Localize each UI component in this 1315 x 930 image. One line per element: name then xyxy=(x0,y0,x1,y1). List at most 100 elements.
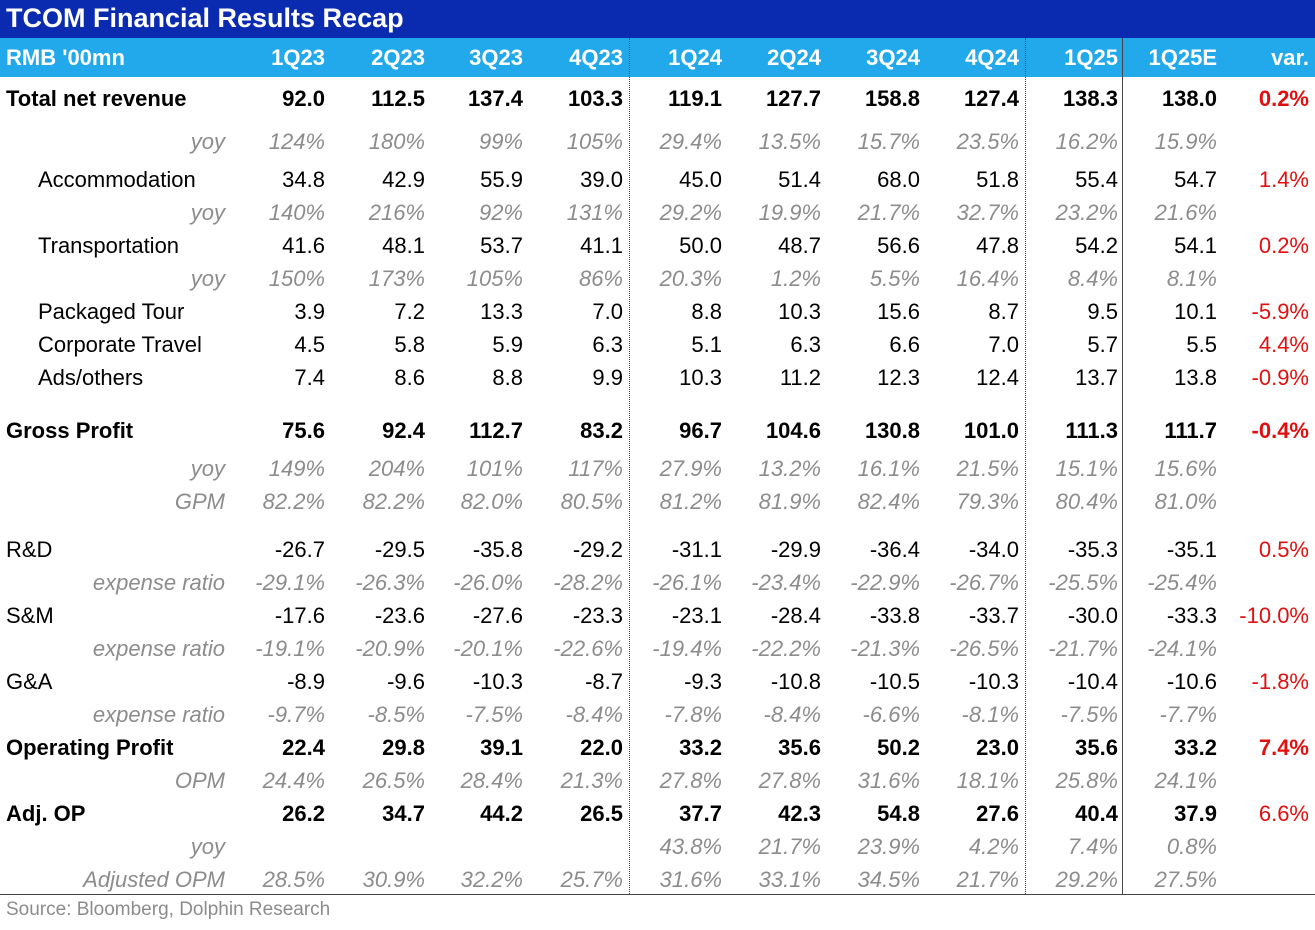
value-cell: 23.5% xyxy=(956,129,1019,154)
value-cell: 82.0% xyxy=(460,489,523,514)
value-cell: 27.5% xyxy=(1154,867,1217,892)
value-cell: 43.8% xyxy=(659,834,722,859)
var-header: var. xyxy=(1271,45,1309,70)
value-cell: 119.1 xyxy=(668,86,722,111)
value-cell: 23.0 xyxy=(976,735,1019,760)
row-label: Total net revenue xyxy=(6,86,187,111)
value-cell: 16.1% xyxy=(857,456,920,481)
source-note: Source: Bloomberg, Dolphin Research xyxy=(6,899,331,920)
value-cell: -25.4% xyxy=(1147,570,1217,595)
variance-cell: -0.4% xyxy=(1251,418,1309,443)
value-cell: -8.7 xyxy=(585,669,623,694)
value-cell: -9.7% xyxy=(267,702,325,727)
value-cell: -10.6 xyxy=(1166,669,1217,694)
value-cell: 101.0 xyxy=(963,418,1019,443)
value-cell: -8.4% xyxy=(565,702,623,727)
value-cell: 31.6% xyxy=(857,768,920,793)
row-label: OPM xyxy=(174,768,225,793)
table-row: Packaged Tour 3.9 7.2 13.3 7.0 8.8 10.3 15.6 8.7… xyxy=(0,295,1315,328)
value-cell: 104.6 xyxy=(765,418,821,443)
value-cell: 10.1 xyxy=(1174,299,1217,324)
value-cell: 99% xyxy=(478,129,523,154)
value-cell: 124% xyxy=(268,129,325,154)
value-cell: -26.5% xyxy=(949,636,1019,661)
table-row: yoy 149% 204% 101% 117% 27.9% 13.2% 16.1% 21.5% 1… xyxy=(0,452,1315,485)
value-cell: 6.3 xyxy=(592,332,623,357)
table-row: Transportation 41.6 48.1 53.7 41.1 50.0 48.7 56… xyxy=(0,229,1315,262)
value-cell: 20.3% xyxy=(659,266,722,291)
value-cell: -22.9% xyxy=(850,570,920,595)
value-cell: 82.4% xyxy=(857,489,920,514)
value-cell: 48.1 xyxy=(382,233,425,258)
period-header: 3Q23 xyxy=(469,45,523,70)
value-cell: 204% xyxy=(368,456,425,481)
value-cell: 42.3 xyxy=(778,801,821,826)
row-label: expense ratio xyxy=(92,570,225,595)
row-label: expense ratio xyxy=(92,636,225,661)
value-cell: -36.4 xyxy=(869,537,920,562)
table-row: Total net revenue 92.0 112.5 137.4 103.3 119.… xyxy=(0,82,1315,115)
row-label: expense ratio xyxy=(92,702,225,727)
variance-cell: 4.4% xyxy=(1258,332,1309,357)
value-cell: 6.3 xyxy=(790,332,821,357)
value-cell: -7.5% xyxy=(1060,702,1118,727)
value-cell: 54.1 xyxy=(1174,233,1217,258)
value-cell: 53.7 xyxy=(480,233,523,258)
value-cell: 33.1% xyxy=(758,867,821,892)
value-cell: -22.6% xyxy=(553,636,623,661)
value-cell: 105% xyxy=(466,266,523,291)
value-cell: -9.6 xyxy=(387,669,425,694)
value-cell: 96.7 xyxy=(679,418,722,443)
value-cell: 25.7% xyxy=(560,867,623,892)
value-cell: 33.2 xyxy=(1174,735,1217,760)
row-label: Adj. OP xyxy=(6,801,86,826)
value-cell: 127.4 xyxy=(963,86,1019,111)
value-cell: 79.3% xyxy=(956,489,1019,514)
value-cell: 23.9% xyxy=(857,834,920,859)
value-cell: -26.0% xyxy=(453,570,523,595)
value-cell: 12.4 xyxy=(976,365,1019,390)
value-cell: 15.7% xyxy=(857,129,920,154)
period-header: 2Q23 xyxy=(371,45,425,70)
value-cell: -21.3% xyxy=(850,636,920,661)
value-cell: 8.1% xyxy=(1166,266,1217,291)
value-cell: -27.6 xyxy=(472,603,523,628)
table-row: Ads/others 7.4 8.6 8.8 9.9 10.3 11.2 12.3 12.4 13… xyxy=(0,361,1315,394)
value-cell: 29.4% xyxy=(659,129,722,154)
value-cell: -25.5% xyxy=(1048,570,1118,595)
row-label: Corporate Travel xyxy=(38,332,202,357)
value-cell: 21.7% xyxy=(758,834,821,859)
value-cell: 92% xyxy=(478,200,523,225)
table-row: expense ratio -29.1% -26.3% -26.0% -28.2% -26… xyxy=(0,566,1315,599)
value-cell: 7.4 xyxy=(294,365,325,390)
value-cell: -29.2 xyxy=(572,537,623,562)
value-cell: 18.1% xyxy=(956,768,1019,793)
table-row: yoy 150% 173% 105% 86% 20.3% 1.2% 5.5% 16.4% 8.4%… xyxy=(0,262,1315,295)
value-cell: 16.4% xyxy=(956,266,1019,291)
value-cell: 44.2 xyxy=(480,801,523,826)
value-cell: 5.1 xyxy=(691,332,722,357)
value-cell: 35.6 xyxy=(778,735,821,760)
value-cell: 26.2 xyxy=(282,801,325,826)
value-cell: 82.2% xyxy=(362,489,425,514)
value-cell: 150% xyxy=(268,266,325,291)
row-label: yoy xyxy=(190,200,225,225)
value-cell: 10.3 xyxy=(679,365,722,390)
value-cell: -20.1% xyxy=(453,636,523,661)
row-label: G&A xyxy=(6,669,53,694)
period-header: 1Q25E xyxy=(1148,45,1218,70)
value-cell: 54.7 xyxy=(1174,167,1217,192)
title-bar: TCOM Financial Results Recap xyxy=(0,0,1315,38)
value-cell: -33.7 xyxy=(968,603,1019,628)
value-cell: 4.5 xyxy=(294,332,325,357)
value-cell: 112.5 xyxy=(371,86,425,111)
value-cell: 34.7 xyxy=(382,801,425,826)
value-cell: 111.7 xyxy=(1164,418,1217,443)
value-cell: 8.8 xyxy=(691,299,722,324)
value-cell: 75.6 xyxy=(282,418,325,443)
value-cell: -8.5% xyxy=(367,702,425,727)
value-cell: 54.2 xyxy=(1075,233,1118,258)
period-header: 1Q23 xyxy=(271,45,325,70)
value-cell: 39.1 xyxy=(480,735,523,760)
value-cell: 27.8% xyxy=(758,768,821,793)
